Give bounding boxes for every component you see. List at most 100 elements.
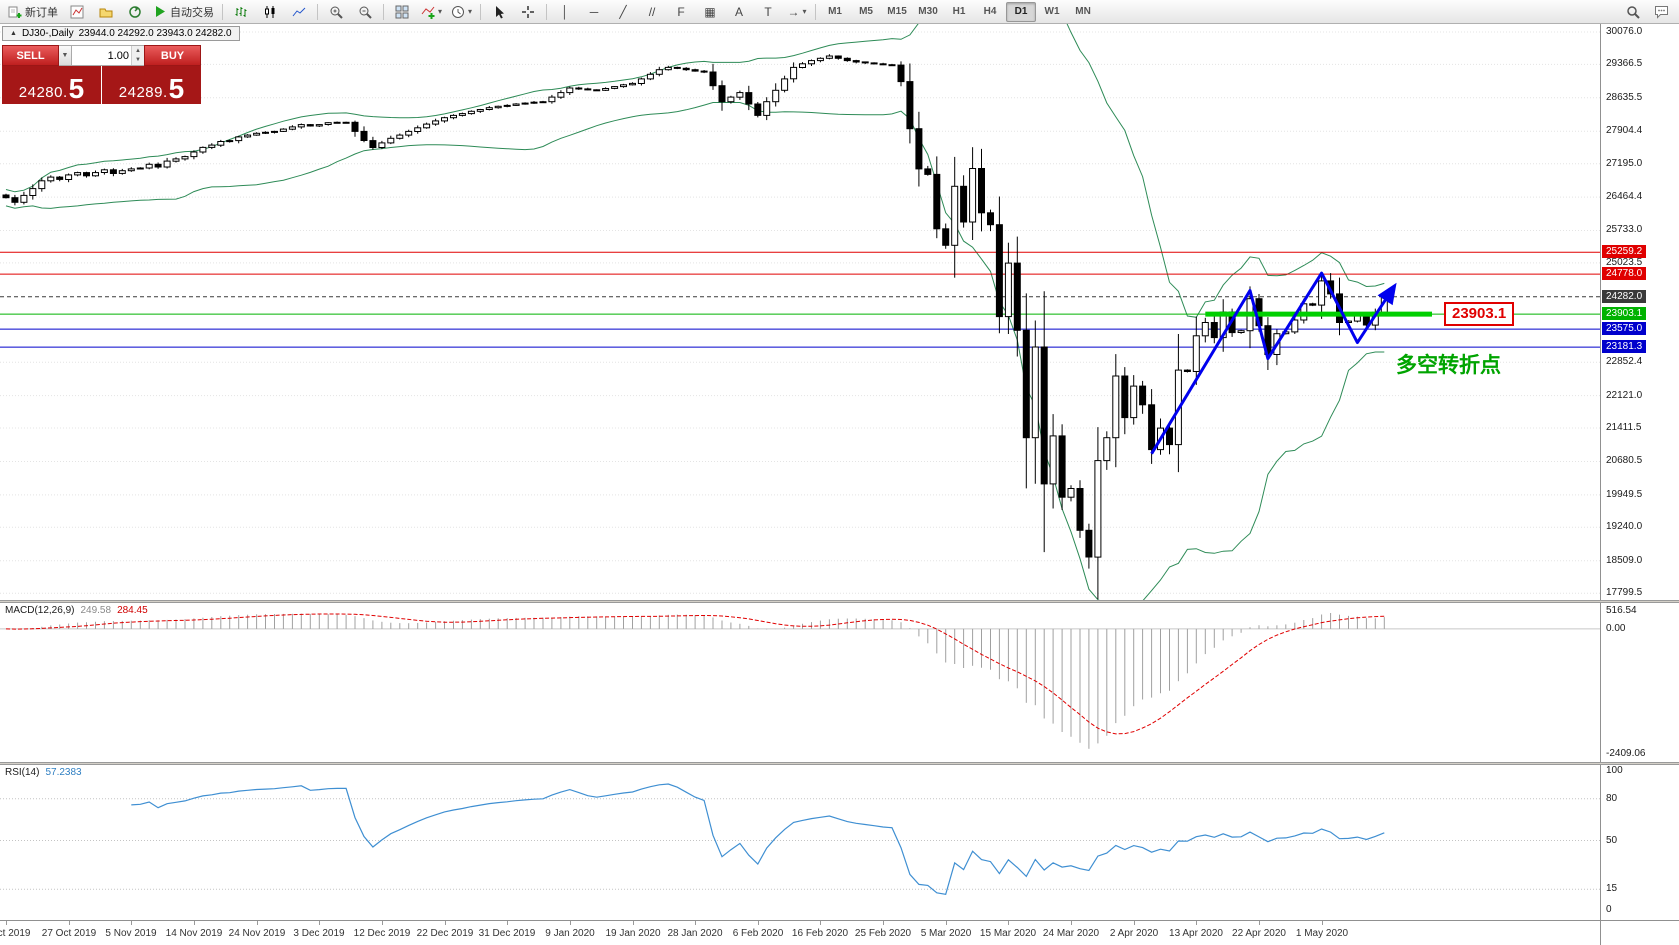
zoom-out-button[interactable]: [351, 1, 379, 23]
time-scale-tick: [570, 921, 571, 925]
horizontal-line-tool-button[interactable]: ─: [580, 1, 608, 23]
rsi-scale-label: 0: [1606, 904, 1612, 915]
macd-scale-label: -2409.06: [1606, 748, 1646, 759]
price-scale-label: 22121.0: [1606, 390, 1643, 401]
time-scale-tick: [382, 921, 383, 925]
timeframe-H1[interactable]: H1: [952, 6, 966, 17]
chat-button[interactable]: [1647, 1, 1675, 23]
macd-scale[interactable]: 516.54 0.00 -2409.06: [1600, 603, 1679, 762]
crosshair-tool-button[interactable]: [514, 1, 542, 23]
profiles-icon: [99, 8, 113, 17]
price-scale-label: 25023.5: [1606, 257, 1643, 268]
toolbar-right-group: [1619, 1, 1675, 23]
autotrading-button[interactable]: 自动交易: [150, 1, 218, 23]
volume-down-icon[interactable]: ▼: [132, 55, 144, 65]
tile-windows-button[interactable]: [388, 1, 416, 23]
time-scale-tick: [6, 921, 7, 925]
periods-button[interactable]: ▾: [447, 1, 476, 23]
bar-chart-icon: [235, 6, 247, 17]
volume-stepper[interactable]: ▲ ▼: [131, 46, 144, 65]
timeframe-M5[interactable]: M5: [859, 6, 873, 17]
macd-panel[interactable]: MACD(12,26,9) 249.58 284.45: [0, 603, 1600, 762]
candlestick-canvas: [0, 24, 1600, 600]
timeframe-MN[interactable]: MN: [1075, 6, 1091, 17]
toolbar-separator: [317, 3, 318, 20]
time-scale-label: 7 Oct 2019: [0, 928, 31, 939]
line-chart-mode-button[interactable]: [285, 1, 313, 23]
rsi-scale[interactable]: 100 80 50 15 0: [1600, 765, 1679, 920]
sell-button[interactable]: SELL: [2, 45, 59, 66]
new-order-label: 新订单: [25, 6, 58, 19]
price-scale-label: 21411.5: [1606, 422, 1642, 433]
buy-price: 24289.: [118, 84, 168, 101]
refresh-icon: [129, 5, 141, 18]
time-scale-label: 2 Apr 2020: [1109, 928, 1159, 939]
chart-tab-symbol: DJ30-,Daily: [21, 28, 74, 39]
time-scale-tick: [1134, 921, 1135, 925]
time-scale[interactable]: 7 Oct 2019 27 Oct 2019 5 Nov 2019 14 Nov 20…: [0, 920, 1600, 945]
search-button[interactable]: [1619, 1, 1647, 23]
time-scale-label: 22 Apr 2020: [1232, 928, 1286, 939]
turning-point-annotation[interactable]: 多空转折点: [1396, 354, 1501, 377]
fibonacci-tool-button[interactable]: F: [667, 1, 695, 23]
price-scale-label: 29366.5: [1606, 58, 1643, 69]
chart-window-button[interactable]: [63, 1, 91, 23]
timeframe-W1[interactable]: W1: [1044, 6, 1060, 17]
trade-settings-dropdown[interactable]: ▼: [59, 45, 72, 66]
price-annotation-label[interactable]: 23903.1: [1444, 302, 1515, 326]
chart-window-icon: [70, 5, 84, 18]
indicators-button[interactable]: ▾: [417, 1, 446, 23]
price-scale[interactable]: 30076.0 29366.5 28635.5 27904.4 27195.0 26464…: [1600, 24, 1679, 600]
timeframe-D1[interactable]: D1: [1006, 1, 1037, 22]
vertical-line-tool-button[interactable]: │: [551, 1, 579, 23]
rsi-scale-label: 15: [1606, 883, 1618, 894]
time-scale-tick: [1008, 921, 1009, 925]
buy-price-box[interactable]: 24289. 5: [102, 66, 201, 104]
indicators-icon: [421, 6, 435, 19]
search-icon: [1627, 5, 1640, 19]
price-scale-label: 28635.5: [1606, 92, 1643, 103]
trendline-tool-button[interactable]: ╱: [609, 1, 637, 23]
timeframe-M30[interactable]: M30: [918, 6, 938, 17]
chart-tab[interactable]: ▲ DJ30-,Daily 23944.0 24292.0 23943.0 24…: [2, 26, 240, 41]
candlestick-mode-button[interactable]: [256, 1, 284, 23]
timeframe-H4[interactable]: H4: [983, 6, 997, 17]
toolbar-separator: [546, 3, 548, 20]
trendline-icon: ╱: [619, 4, 627, 19]
zoom-in-button[interactable]: [322, 1, 350, 23]
new-order-icon: [8, 6, 22, 18]
profiles-button[interactable]: [92, 1, 120, 23]
chart-tab-icon: ▲: [10, 30, 17, 37]
timeframe-M1[interactable]: M1: [828, 6, 842, 17]
time-scale-tick: [1071, 921, 1072, 925]
rsi-panel[interactable]: RSI(14) 57.2383: [0, 765, 1600, 920]
volume-up-icon[interactable]: ▲: [132, 46, 144, 56]
shapes-tool-button[interactable]: ▦: [696, 1, 724, 23]
channel-icon: //: [648, 4, 656, 19]
time-scale-label: 24 Mar 2020: [1042, 928, 1100, 939]
label-tool-button[interactable]: T: [754, 1, 782, 23]
time-scale-label: 3 Dec 2019: [293, 928, 345, 939]
channel-tool-button[interactable]: //: [638, 1, 666, 23]
text-tool-button[interactable]: A: [725, 1, 753, 23]
price-chart[interactable]: ▲ DJ30-,Daily 23944.0 24292.0 23943.0 24…: [0, 24, 1600, 600]
chart-tab-ohlc: 23944.0 24292.0 23943.0 24282.0: [78, 28, 232, 39]
price-scale-label: 26464.4: [1606, 191, 1643, 202]
timeframe-M15[interactable]: M15: [887, 6, 907, 17]
price-scale-label: 27195.0: [1606, 158, 1643, 169]
cursor-tool-button[interactable]: [485, 1, 513, 23]
buy-button[interactable]: BUY: [144, 45, 201, 66]
bar-chart-mode-button[interactable]: [227, 1, 255, 23]
refresh-button[interactable]: [121, 1, 149, 23]
price-scale-label: 27904.4: [1606, 125, 1643, 136]
new-order-button[interactable]: 新订单: [4, 1, 62, 23]
candlestick-icon: [265, 5, 275, 18]
sell-price-box[interactable]: 24280. 5: [2, 66, 101, 104]
panel-divider[interactable]: [0, 762, 1679, 765]
time-scale-tick: [946, 921, 947, 925]
arrows-tool-button[interactable]: → ▾: [783, 1, 811, 23]
panel-divider[interactable]: [0, 600, 1679, 603]
zoom-out-icon: [359, 6, 372, 19]
autotrading-label: 自动交易: [170, 6, 214, 19]
volume-input[interactable]: [72, 46, 131, 65]
